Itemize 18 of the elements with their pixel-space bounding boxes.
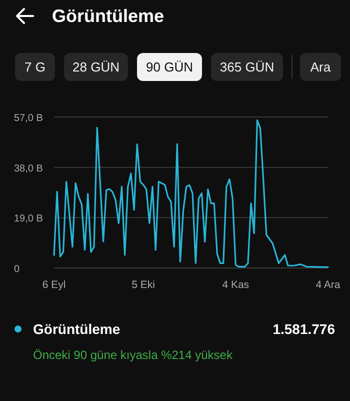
x-tick-label: 4 Kas	[222, 279, 250, 291]
x-tick-label: 4 Ara	[316, 279, 340, 291]
text: 1.581.776	[272, 321, 336, 337]
period-button: Ara	[300, 53, 341, 81]
x-tick-label: 6 Eyl	[42, 279, 66, 291]
chart-title: Görüntüleme	[52, 6, 164, 26]
y-tick-label: 38,0 B	[14, 163, 44, 174]
y-tick-label: 19,0 B	[14, 214, 44, 225]
legend-label: Görüntüleme	[33, 321, 120, 337]
y-tick-label: 0	[14, 264, 20, 275]
line-series	[53, 119, 329, 268]
period-button: 365 GÜN	[211, 53, 283, 81]
period-button: 7 G	[15, 53, 55, 81]
x-tick-label: 5 Eki	[132, 279, 155, 291]
period-button: 90 GÜN	[137, 53, 202, 81]
period-button: 28 GÜN	[64, 53, 128, 81]
text: Önceki 90 güne kıyasla %214 yüksek	[33, 348, 234, 362]
y-tick-label: 57,0 B	[14, 113, 44, 124]
